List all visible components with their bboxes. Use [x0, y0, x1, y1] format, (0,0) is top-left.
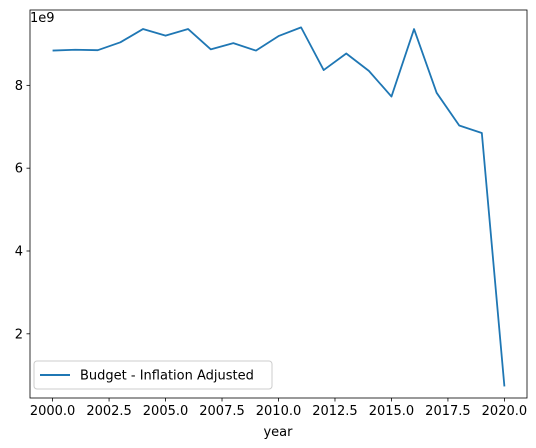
x-tick-label: 2012.5 — [312, 404, 358, 419]
plot-frame — [29, 9, 528, 399]
x-tick-label: 2007.5 — [199, 404, 245, 419]
x-axis-label: year — [263, 425, 293, 440]
x-tick-label: 2015.0 — [369, 404, 415, 419]
series-layer — [52, 26, 506, 387]
plot-area — [30, 10, 527, 398]
y-tick-label: 8 — [15, 79, 23, 94]
y-tick-label: 4 — [15, 244, 23, 259]
legend-box — [33, 360, 273, 390]
ticks-layer: 2000.0 2002.5 2005.0 2007.5 2010.0 2012.5 2015… — [15, 79, 527, 419]
y-tick-label: 2 — [15, 327, 23, 342]
legend: Budget - Inflation Adjusted — [33, 360, 273, 390]
y-tick-label: 6 — [15, 162, 23, 177]
y-offset-label: 1e9 — [30, 11, 55, 26]
x-tick-label: 2010.0 — [256, 404, 302, 419]
series-line-budget-inflation-adjusted — [52, 26, 506, 387]
x-tick-label: 2005.0 — [143, 404, 189, 419]
x-tick-label: 2002.5 — [86, 404, 132, 419]
legend-label: Budget - Inflation Adjusted — [80, 369, 254, 384]
x-tick-label: 2000.0 — [30, 404, 76, 419]
x-tick-label: 2020.0 — [482, 404, 528, 419]
x-tick-label: 2017.5 — [425, 404, 471, 419]
